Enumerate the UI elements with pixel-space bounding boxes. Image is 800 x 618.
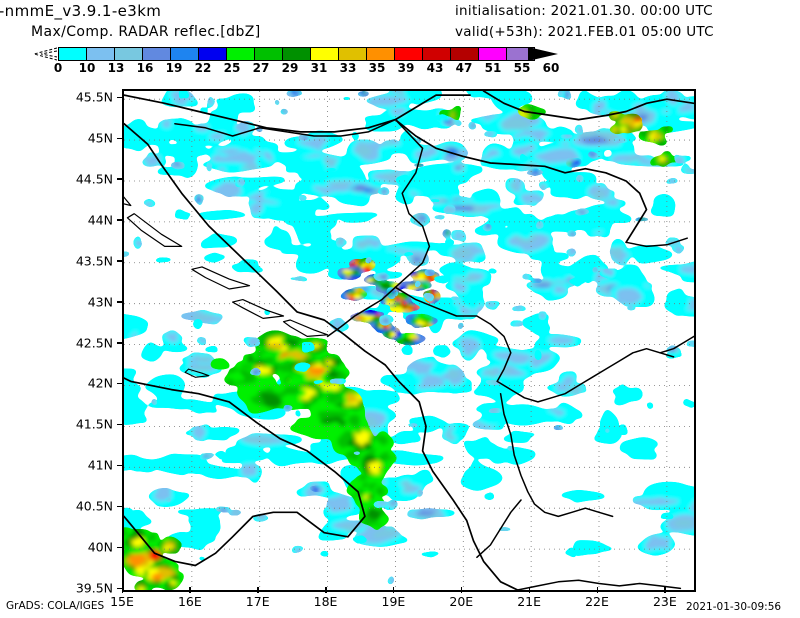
- colorbar-swatch: [282, 47, 311, 61]
- render-timestamp: 2021-01-30-09:56: [686, 601, 782, 613]
- longitude-tick-label: 19E: [381, 594, 406, 609]
- colorbar-swatch: [394, 47, 423, 61]
- colorbar-swatch: [338, 47, 367, 61]
- colorbar-tick: 29: [281, 61, 299, 75]
- latitude-tick-label: 45.5N: [75, 89, 113, 105]
- colorbar-tick: 27: [252, 61, 270, 75]
- map-plot-frame[interactable]: [122, 89, 696, 592]
- colorbar-tick: 16: [136, 61, 154, 75]
- colorbar-swatch: [86, 47, 115, 61]
- latitude-tick-mark: [117, 587, 123, 589]
- longitude-tick-mark: [664, 587, 666, 593]
- colorbar-swatch: [254, 47, 283, 61]
- colorbar-tick: 31: [310, 61, 328, 75]
- colorbar-tick: 19: [165, 61, 183, 75]
- colorbar-tick: 55: [513, 61, 531, 75]
- colorbar-swatch: [170, 47, 199, 61]
- latitude-tick-label: 44.5N: [75, 171, 113, 187]
- latitude-tick-label: 42N: [87, 375, 113, 391]
- latitude-tick-label: 41.5N: [75, 416, 113, 432]
- longitude-tick-label: 21E: [517, 594, 542, 609]
- field-title: Max/Comp. RADAR reflec.[dbZ]: [31, 24, 261, 40]
- colorbar-tick: 33: [339, 61, 357, 75]
- colorbar-tick: 51: [484, 61, 502, 75]
- longitude-tick-label: 15E: [110, 594, 134, 609]
- colorbar-over-arrow-icon: [528, 47, 558, 61]
- latitude-tick-mark: [117, 505, 123, 508]
- colorbar-tick: 13: [107, 61, 125, 75]
- colorbar-tick: 47: [455, 61, 473, 75]
- latitude-tick-label: 42.5N: [75, 335, 113, 351]
- latitude-tick-mark: [117, 96, 123, 99]
- longitude-tick-mark: [121, 587, 123, 593]
- latitude-tick-label: 45N: [87, 130, 113, 146]
- grads-credit: GrADS: COLA/IGES: [6, 600, 105, 612]
- longitude-tick-label: 22E: [585, 594, 609, 609]
- colorbar-tick: 0: [53, 61, 63, 75]
- latitude-tick-mark: [117, 382, 123, 385]
- latitude-tick-mark: [117, 178, 123, 180]
- longitude-tick-mark: [325, 587, 327, 593]
- latitude-tick-label: 44N: [87, 212, 113, 228]
- valid-time: valid(+53h): 2021.FEB.01 05:00 UTC: [455, 24, 714, 40]
- latitude-tick-mark: [117, 219, 123, 221]
- colorbar-swatches: [58, 47, 535, 61]
- longitude-tick-label: 16E: [177, 594, 202, 609]
- colorbar-under-arrow-icon: [32, 47, 58, 61]
- colorbar-tick: 35: [368, 61, 386, 75]
- latitude-tick-mark: [117, 546, 123, 549]
- colorbar: 0 10 13 16 19 22 25 27 29 31 33 35 39 43 47 51 55 60: [32, 47, 572, 75]
- longitude-tick-mark: [392, 587, 395, 593]
- latitude-tick-mark: [117, 342, 123, 344]
- colorbar-swatch: [478, 47, 507, 61]
- radar-reflectivity-map: [124, 91, 694, 590]
- colorbar-tick: 22: [194, 61, 212, 75]
- model-title: f-nmmE_v3.9.1-e3km: [0, 2, 162, 20]
- latitude-tick-label: 43N: [87, 294, 113, 310]
- radar-field: [124, 91, 694, 590]
- longitude-tick-mark: [257, 587, 259, 593]
- initialisation-time: initialisation: 2021.01.30. 00:00 UTC: [455, 3, 713, 19]
- latitude-tick-mark: [117, 301, 123, 303]
- longitude-tick-label: 23E: [652, 594, 677, 609]
- latitude-tick-mark: [117, 423, 123, 426]
- colorbar-swatch: [310, 47, 339, 61]
- longitude-tick-label: 20E: [449, 594, 474, 609]
- longitude-tick-mark: [528, 587, 531, 593]
- colorbar-swatch: [58, 47, 87, 61]
- colorbar-tick: 43: [426, 61, 444, 75]
- longitude-tick-mark: [460, 587, 463, 593]
- colorbar-swatch: [198, 47, 227, 61]
- colorbar-tick: 39: [397, 61, 415, 75]
- latitude-tick-mark: [117, 464, 123, 467]
- latitude-tick-mark: [117, 260, 123, 262]
- colorbar-tick: 60: [542, 61, 560, 75]
- longitude-tick-mark: [596, 587, 598, 593]
- latitude-tick-label: 40N: [87, 539, 113, 555]
- longitude-tick-label: 17E: [245, 594, 270, 609]
- longitude-tick-label: 18E: [313, 594, 338, 609]
- colorbar-tick: 25: [223, 61, 241, 75]
- latitude-tick-label: 41N: [87, 457, 113, 473]
- colorbar-swatch: [366, 47, 395, 61]
- colorbar-swatch: [114, 47, 143, 61]
- latitude-tick-label: 43.5N: [75, 253, 113, 269]
- latitude-tick-label: 39.5N: [75, 580, 113, 596]
- longitude-tick-mark: [189, 587, 191, 593]
- colorbar-tick: 10: [78, 61, 96, 75]
- colorbar-swatch: [226, 47, 255, 61]
- colorbar-swatch: [450, 47, 479, 61]
- latitude-tick-label: 40.5N: [75, 498, 113, 514]
- latitude-tick-mark: [117, 137, 123, 140]
- colorbar-swatch: [422, 47, 451, 61]
- colorbar-swatch: [142, 47, 171, 61]
